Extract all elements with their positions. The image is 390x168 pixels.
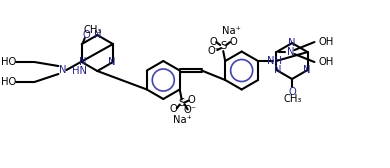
Text: O: O: [288, 87, 296, 97]
Text: O: O: [188, 95, 195, 106]
Text: N: N: [58, 65, 66, 75]
Text: Na⁺: Na⁺: [173, 115, 192, 125]
Text: S: S: [220, 41, 226, 51]
Text: N: N: [79, 57, 87, 67]
Text: HO: HO: [1, 57, 16, 67]
Text: OH: OH: [318, 57, 334, 67]
Text: NH: NH: [267, 56, 282, 66]
Text: N: N: [274, 65, 281, 75]
Text: N: N: [108, 57, 116, 67]
Text: CH₃: CH₃: [284, 94, 302, 104]
Text: HO: HO: [1, 77, 16, 87]
Text: O: O: [170, 104, 177, 114]
Text: N: N: [303, 65, 310, 75]
Text: N: N: [287, 47, 294, 57]
Text: O⁻: O⁻: [183, 106, 196, 115]
Text: N: N: [94, 30, 101, 40]
Text: N: N: [288, 38, 296, 48]
Text: HN: HN: [73, 66, 87, 76]
Text: O: O: [229, 37, 237, 47]
Text: OH: OH: [318, 37, 334, 47]
Text: CH₃: CH₃: [83, 25, 102, 35]
Text: O⁻: O⁻: [208, 46, 221, 56]
Text: Na⁺: Na⁺: [222, 26, 241, 36]
Text: S: S: [179, 98, 185, 109]
Text: O: O: [83, 30, 90, 40]
Text: O: O: [209, 37, 217, 47]
